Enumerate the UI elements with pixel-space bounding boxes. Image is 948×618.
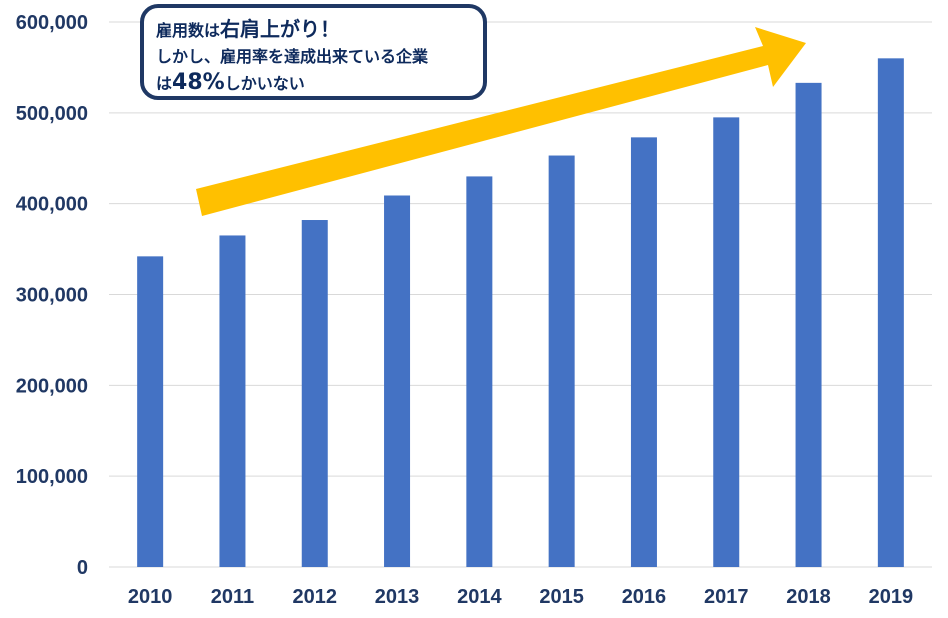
callout-line-3-percent: 48% (172, 70, 225, 95)
trend-arrow (196, 27, 806, 216)
y-tick-label: 0 (77, 557, 88, 579)
bar (301, 220, 328, 567)
callout-line-3-lead: は (156, 74, 173, 93)
x-tick-label: 2013 (375, 586, 420, 608)
x-tick-label: 2016 (622, 586, 667, 608)
y-tick-label: 400,000 (16, 194, 88, 216)
y-tick-label: 300,000 (16, 285, 88, 307)
callout-line-1: 雇用数は右肩上がり！ (156, 16, 471, 44)
bar (877, 58, 904, 567)
callout-line-1-emphasis: 右肩上がり！ (220, 17, 341, 41)
y-tick-label: 100,000 (16, 466, 88, 488)
x-tick-label: 2012 (293, 586, 338, 608)
y-axis-ticks: 0 100,000 200,000 300,000 400,000 500,000 600,… (16, 12, 88, 579)
y-tick-label: 500,000 (16, 103, 88, 125)
callout-line-3: は48%しかいない (156, 70, 471, 97)
y-tick-label: 600,000 (16, 12, 88, 34)
x-tick-label: 2018 (786, 586, 831, 608)
x-axis-ticks: 2010 2011 2012 2013 2014 2015 2016 2017 2018 2019 (128, 586, 913, 608)
x-tick-label: 2017 (704, 586, 749, 608)
callout-line-1-lead: 雇用数は (156, 21, 221, 40)
bar (466, 176, 493, 567)
bar (219, 235, 246, 568)
y-tick-label: 200,000 (16, 375, 88, 397)
x-tick-label: 2010 (128, 586, 173, 608)
bar (630, 137, 657, 567)
x-tick-label: 2011 (211, 586, 254, 608)
bar (795, 82, 822, 567)
bars (137, 58, 904, 568)
bar (137, 256, 164, 567)
bar (548, 155, 575, 567)
callout-line-2: しかし、雇用率を達成出来ている企業 (156, 47, 429, 66)
bar (713, 117, 740, 567)
callout-line-3-tail: しかいない (224, 74, 305, 93)
x-tick-label: 2014 (457, 586, 502, 608)
callout-box: 雇用数は右肩上がり！ しかし、雇用率を達成出来ている企業 は48%しかいない (140, 4, 487, 100)
x-tick-label: 2015 (539, 586, 584, 608)
x-tick-label: 2019 (869, 586, 914, 608)
bar (384, 195, 411, 567)
